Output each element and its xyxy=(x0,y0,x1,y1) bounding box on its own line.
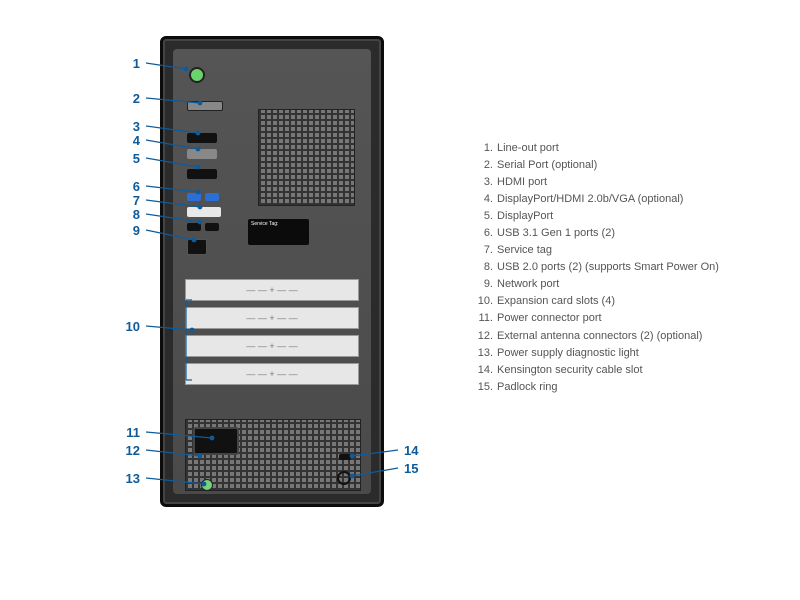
legend-number: 15. xyxy=(475,379,493,396)
displayport xyxy=(187,169,217,179)
legend-number: 10. xyxy=(475,293,493,310)
legend-number: 7. xyxy=(475,242,493,259)
legend-label: Service tag xyxy=(497,244,552,256)
legend-label: USB 3.1 Gen 1 ports (2) xyxy=(497,227,615,239)
padlock-ring xyxy=(337,471,351,485)
usb31-port-b xyxy=(205,193,219,201)
expansion-slot: — — + — — xyxy=(185,335,359,357)
legend-item: 15. Padlock ring xyxy=(475,379,775,396)
service-tag-label: Service Tag: xyxy=(248,219,309,245)
legend-label: Expansion card slots (4) xyxy=(497,295,615,307)
legend-label: Kensington security cable slot xyxy=(497,364,643,376)
legend-item: 1. Line-out port xyxy=(475,140,775,157)
kensington-slot xyxy=(339,454,351,460)
legend-label: Power connector port xyxy=(497,312,602,324)
legend-number: 6. xyxy=(475,225,493,242)
legend-number: 5. xyxy=(475,208,493,225)
pc-tower-rear: Service Tag: — — + — — — — + — — — — + —… xyxy=(160,36,384,507)
callout-number: 14 xyxy=(404,443,424,458)
legend-label: DisplayPort xyxy=(497,210,553,222)
legend-label: Padlock ring xyxy=(497,381,558,393)
power-connector xyxy=(193,427,239,455)
callout-number: 8 xyxy=(120,207,140,222)
legend-number: 11. xyxy=(475,310,493,327)
callout-number: 4 xyxy=(120,133,140,148)
legend-number: 3. xyxy=(475,174,493,191)
network-port xyxy=(187,239,207,255)
legend-item: 10. Expansion card slots (4) xyxy=(475,293,775,310)
legend-number: 2. xyxy=(475,157,493,174)
legend-label: USB 2.0 ports (2) (supports Smart Power … xyxy=(497,261,719,273)
port-legend: 1. Line-out port 2. Serial Port (optional) 3… xyxy=(475,140,775,396)
callout-number: 3 xyxy=(120,119,140,134)
legend-label: Line-out port xyxy=(497,142,559,154)
legend-label: HDMI port xyxy=(497,176,547,188)
expansion-slots: — — + — — — — + — — — — + — — — — + — — xyxy=(185,279,359,391)
line-out-port xyxy=(189,67,205,83)
cpu-fan-vent xyxy=(258,109,355,206)
usb20-port-b xyxy=(205,223,219,231)
callout-number: 11 xyxy=(120,425,140,440)
callout-number: 7 xyxy=(120,193,140,208)
legend-item: 6. USB 3.1 Gen 1 ports (2) xyxy=(475,225,775,242)
serial-port xyxy=(187,101,223,111)
legend-item: 4. DisplayPort/HDMI 2.0b/VGA (optional) xyxy=(475,191,775,208)
callout-number: 2 xyxy=(120,91,140,106)
expansion-slot: — — + — — xyxy=(185,307,359,329)
legend-number: 14. xyxy=(475,362,493,379)
legend-number: 12. xyxy=(475,328,493,345)
io-port-column xyxy=(185,61,240,261)
legend-item: 12. External antenna connectors (2) (opti… xyxy=(475,328,775,345)
callout-number: 6 xyxy=(120,179,140,194)
legend-number: 13. xyxy=(475,345,493,362)
legend-number: 1. xyxy=(475,140,493,157)
callout-number: 9 xyxy=(120,223,140,238)
legend-item: 5. DisplayPort xyxy=(475,208,775,225)
diagram-stage: Service Tag: — — + — — — — + — — — — + —… xyxy=(0,0,800,600)
legend-number: 8. xyxy=(475,259,493,276)
usb31-port-a xyxy=(187,193,201,201)
hdmi-port xyxy=(187,133,217,143)
legend-item: 14. Kensington security cable slot xyxy=(475,362,775,379)
expansion-slot: — — + — — xyxy=(185,363,359,385)
service-tag xyxy=(187,207,221,217)
legend-label: Network port xyxy=(497,278,559,290)
callout-number: 12 xyxy=(120,443,140,458)
callout-number: 13 xyxy=(120,471,140,486)
expansion-slot: — — + — — xyxy=(185,279,359,301)
optional-dp-port xyxy=(187,149,217,159)
legend-item: 3. HDMI port xyxy=(475,174,775,191)
legend-number: 9. xyxy=(475,276,493,293)
legend-label: Power supply diagnostic light xyxy=(497,347,639,359)
legend-label: DisplayPort/HDMI 2.0b/VGA (optional) xyxy=(497,193,683,205)
legend-label: Serial Port (optional) xyxy=(497,159,597,171)
callout-number: 15 xyxy=(404,461,424,476)
usb20-port-a xyxy=(187,223,201,231)
legend-item: 13. Power supply diagnostic light xyxy=(475,345,775,362)
legend-item: 8. USB 2.0 ports (2) (supports Smart Powe… xyxy=(475,259,775,276)
legend-number: 4. xyxy=(475,191,493,208)
callout-number: 5 xyxy=(120,151,140,166)
legend-item: 9. Network port xyxy=(475,276,775,293)
legend-item: 7. Service tag xyxy=(475,242,775,259)
legend-item: 2. Serial Port (optional) xyxy=(475,157,775,174)
psu-diagnostic-light xyxy=(201,479,213,491)
callout-number: 10 xyxy=(120,319,140,334)
callout-number: 1 xyxy=(120,56,140,71)
legend-item: 11. Power connector port xyxy=(475,310,775,327)
legend-label: External antenna connectors (2) (optiona… xyxy=(497,330,702,342)
